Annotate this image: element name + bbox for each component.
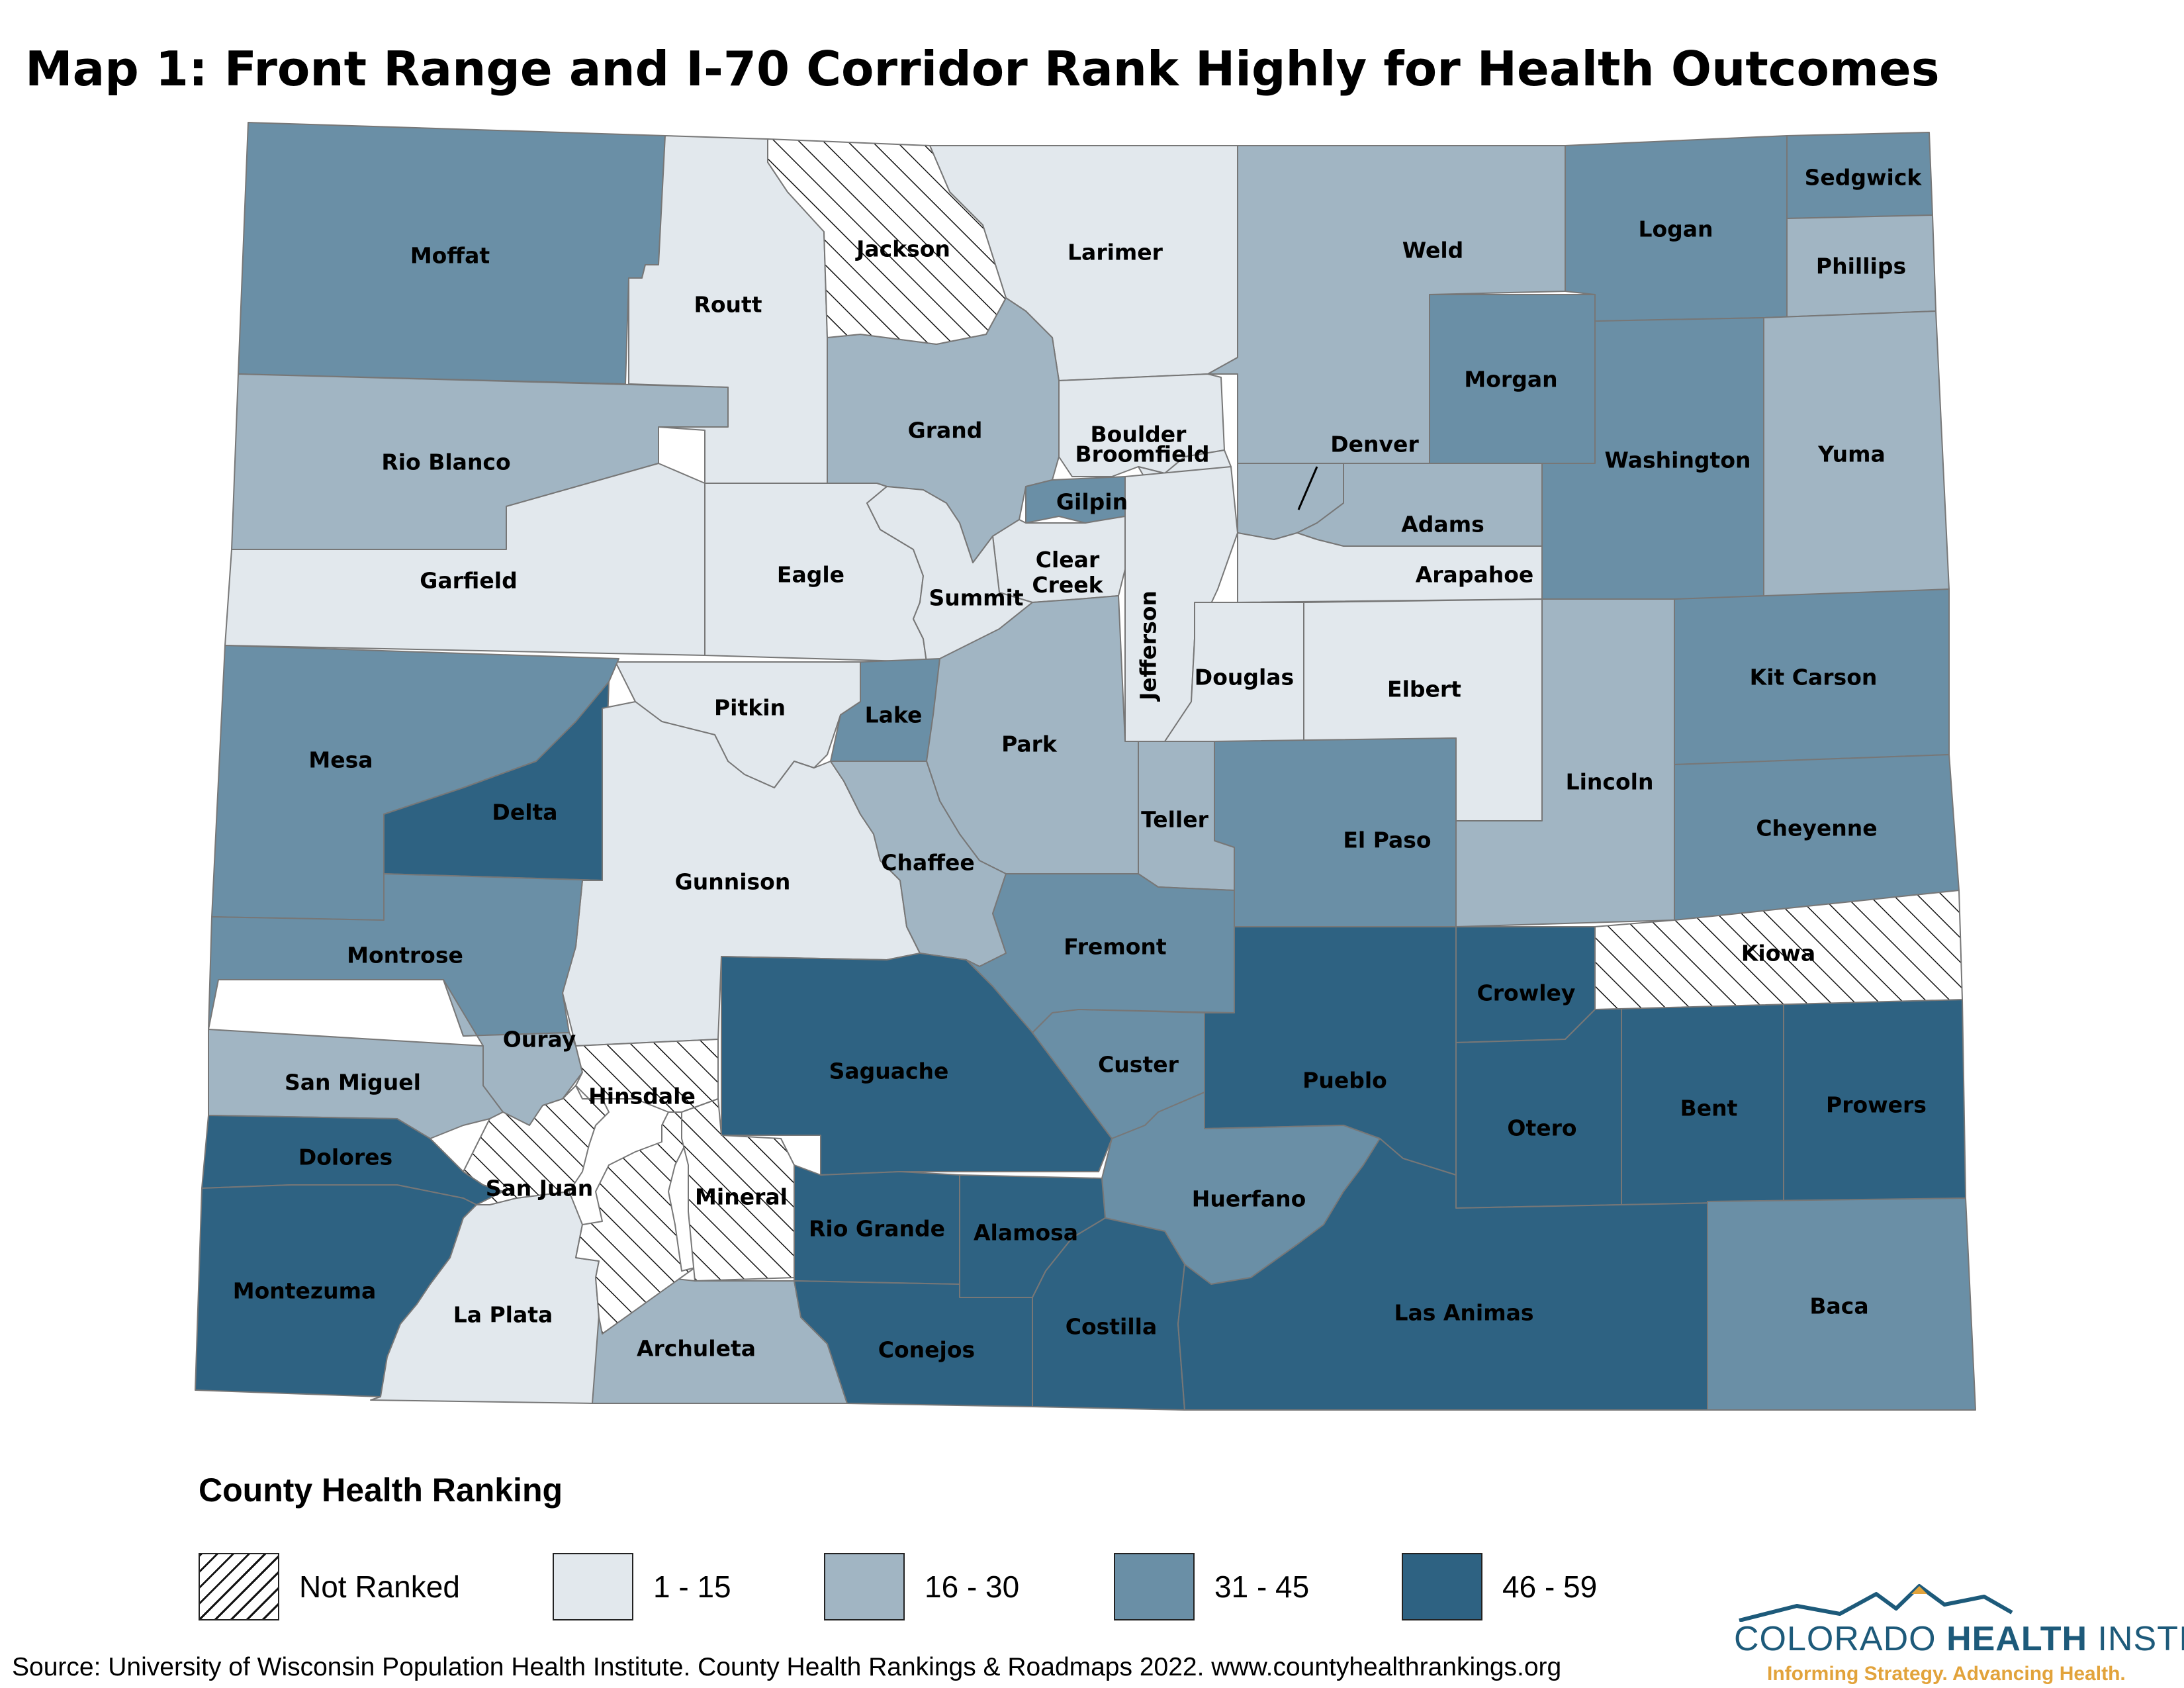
legend-label-31-45: 31 - 45 <box>1214 1570 1310 1604</box>
county-label-washington: Washington <box>1605 447 1751 473</box>
legend-swatch-not-ranked <box>199 1553 279 1620</box>
county-label-conejos: Conejos <box>878 1337 975 1363</box>
county-label-teller: Teller <box>1141 807 1209 833</box>
colorado-health-institute-logo: COLORADO HEALTH INSTITUTE Informing Stra… <box>1734 1582 2184 1688</box>
county-label-garfield: Garfield <box>420 568 517 594</box>
county-label-dolores: Dolores <box>298 1145 392 1170</box>
county-label-la-plata: La Plata <box>453 1302 553 1328</box>
county-label-jackson: Jackson <box>855 236 950 262</box>
county-label-elbert: Elbert <box>1387 677 1461 702</box>
county-label-alamosa: Alamosa <box>974 1220 1078 1246</box>
county-label-phillips: Phillips <box>1816 254 1906 279</box>
county-label-clear-creek: Clear Creek <box>1032 547 1103 598</box>
legend-swatch-31-45 <box>1114 1553 1195 1620</box>
legend-item-not-ranked: Not Ranked <box>199 1552 460 1621</box>
legend-swatch-1-15 <box>553 1553 633 1620</box>
county-san-juan <box>463 1085 610 1205</box>
legend-item-1-15: 1 - 15 <box>553 1552 731 1621</box>
county-label-boulder: Boulder <box>1091 422 1187 447</box>
county-label-rio-blanco: Rio Blanco <box>381 449 510 475</box>
county-label-delta: Delta <box>492 800 557 825</box>
county-label-montezuma: Montezuma <box>233 1278 377 1304</box>
logo-word-colorado: COLORADO <box>1734 1620 1947 1658</box>
legend-item-16-30: 16 - 30 <box>824 1552 1019 1621</box>
county-jackson <box>767 138 1007 345</box>
county-label-sedgwick: Sedgwick <box>1805 165 1923 191</box>
county-label-baca: Baca <box>1809 1293 1868 1319</box>
county-label-adams: Adams <box>1401 512 1484 538</box>
county-label-larimer: Larimer <box>1068 240 1163 265</box>
county-label-summit: Summit <box>929 585 1023 611</box>
county-label-gunnison: Gunnison <box>675 869 791 895</box>
county-label-routt: Routt <box>694 292 762 318</box>
county-label-gilpin: Gilpin <box>1056 489 1128 515</box>
county-label-douglas: Douglas <box>1195 665 1294 690</box>
county-garfield <box>224 463 705 656</box>
county-label-eagle: Eagle <box>777 562 844 588</box>
county-label-moffat: Moffat <box>410 243 490 269</box>
legend-item-31-45: 31 - 45 <box>1114 1552 1309 1621</box>
county-label-pueblo: Pueblo <box>1302 1068 1387 1094</box>
county-label-logan: Logan <box>1638 216 1713 242</box>
legend-title: County Health Ranking <box>199 1472 563 1509</box>
county-label-grand: Grand <box>908 418 983 444</box>
county-costilla <box>1032 1217 1185 1411</box>
county-label-lincoln: Lincoln <box>1566 769 1654 795</box>
source-note: Source: University of Wisconsin Populati… <box>12 1653 1562 1681</box>
logo-word-institute: INSTITUTE <box>2097 1620 2184 1658</box>
county-label-yuma: Yuma <box>1817 442 1886 467</box>
county-label-chaffee: Chaffee <box>881 850 974 876</box>
county-label-broomfield: Broomfield <box>1075 442 1210 467</box>
county-label-cheyenne: Cheyenne <box>1756 816 1877 841</box>
county-label-rio-grande: Rio Grande <box>809 1216 945 1242</box>
county-label-huerfano: Huerfano <box>1192 1186 1306 1212</box>
page-title: Map 1: Front Range and I-70 Corridor Ran… <box>25 41 1940 97</box>
legend-swatch-46-59 <box>1402 1553 1482 1620</box>
county-label-denver: Denver <box>1330 432 1419 457</box>
logo-wordmark: COLORADO HEALTH INSTITUTE <box>1734 1619 2184 1659</box>
county-label-arapahoe: Arapahoe <box>1416 562 1534 588</box>
county-label-mineral: Mineral <box>695 1184 788 1210</box>
legend-label-not-ranked: Not Ranked <box>299 1570 460 1604</box>
county-label-crowley: Crowley <box>1477 980 1576 1006</box>
county-label-kit-carson: Kit Carson <box>1750 665 1878 690</box>
county-kiowa <box>1594 890 1963 1010</box>
county-baca <box>1707 1197 1976 1411</box>
county-label-prowers: Prowers <box>1826 1092 1927 1118</box>
mountain-icon <box>1739 1584 2013 1622</box>
county-label-san-miguel: San Miguel <box>285 1070 421 1096</box>
county-label-jefferson: Jefferson <box>1136 590 1161 702</box>
county-label-montrose: Montrose <box>347 943 463 968</box>
county-label-mesa: Mesa <box>308 747 373 773</box>
county-mineral <box>681 1098 795 1282</box>
county-label-ouray: Ouray <box>503 1027 576 1053</box>
legend-label-1-15: 1 - 15 <box>653 1570 731 1604</box>
county-label-otero: Otero <box>1507 1115 1576 1141</box>
county-label-hinsdale: Hinsdale <box>588 1084 696 1109</box>
county-label-lake: Lake <box>865 702 923 728</box>
county-label-kiowa: Kiowa <box>1741 941 1815 966</box>
county-label-morgan: Morgan <box>1464 367 1557 393</box>
county-label-pitkin: Pitkin <box>714 695 786 721</box>
legend-item-46-59: 46 - 59 <box>1402 1552 1597 1621</box>
county-label-fremont: Fremont <box>1064 934 1167 960</box>
logo-tagline: Informing Strategy. Advancing Health. <box>1767 1663 2126 1685</box>
county-label-san-juan: San Juan <box>486 1176 594 1201</box>
county-label-las-animas: Las Animas <box>1394 1300 1533 1326</box>
logo-word-health: HEALTH <box>1946 1620 2088 1658</box>
county-label-park: Park <box>1001 731 1058 757</box>
legend-label-16-30: 16 - 30 <box>925 1570 1020 1604</box>
denver-leader-line <box>1297 466 1318 510</box>
county-label-costilla: Costilla <box>1066 1314 1158 1340</box>
county-label-el-paso: El Paso <box>1343 827 1431 853</box>
legend-label-46-59: 46 - 59 <box>1502 1570 1598 1604</box>
legend-swatch-16-30 <box>824 1553 905 1620</box>
county-label-archuleta: Archuleta <box>637 1336 756 1362</box>
county-label-weld: Weld <box>1402 238 1464 263</box>
county-label-saguache: Saguache <box>829 1058 949 1084</box>
county-label-custer: Custer <box>1098 1052 1179 1078</box>
county-montrose <box>208 873 603 1037</box>
county-label-bent: Bent <box>1680 1096 1738 1121</box>
